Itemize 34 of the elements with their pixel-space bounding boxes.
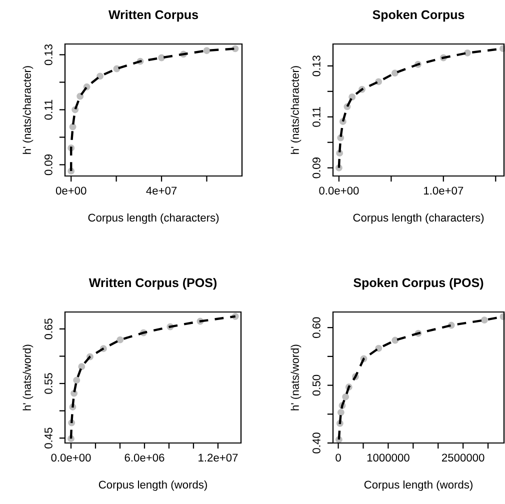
y-axis-title: h' (nats/word) [22,344,34,410]
x-tick-label: 1.0e+07 [424,186,464,195]
chart-title: Spoken Corpus [372,10,464,22]
chart-title: Written Corpus (POS) [88,278,217,290]
y-axis-title: h' (nats/character) [22,66,34,154]
x-axis-title: Corpus length (words) [364,480,472,491]
y-tick-label: 0.09 [312,158,320,178]
y-tick-label: 0.55 [44,373,52,394]
x-tick-label: 1.2e+07 [198,454,238,462]
x-tick-label: 0.0e+00 [319,186,359,195]
x-tick-label: 1000000 [367,454,410,462]
x-axis-title: Corpus length (characters) [88,213,219,224]
y-tick-label: 0.40 [312,432,320,454]
x-axis-title: Corpus length (words) [98,480,207,491]
chart-title: Written Corpus [108,10,198,22]
x-axis-title: Corpus length (characters) [353,213,484,224]
y-axis-title: h' (nats/word) [290,344,302,410]
x-tick-label: 0 [336,454,341,462]
y-tick-label: 0.65 [44,318,52,340]
y-tick-label: 0.50 [312,374,320,396]
x-tick-label: 0.0e+00 [51,454,91,462]
y-tick-label: 0.11 [44,100,52,120]
x-tick-label: 4e+07 [146,186,177,195]
y-axis-title: h' (nats/character) [290,66,302,154]
x-tick-label: 0e+00 [56,186,86,195]
y-tick-label: 0.45 [44,428,52,448]
x-tick-label: 2500000 [442,454,484,462]
y-tick-label: 0.09 [44,154,52,176]
y-tick-label: 0.13 [312,56,320,76]
y-tick-label: 0.11 [312,107,320,127]
y-tick-label: 0.60 [312,317,320,338]
x-tick-label: 6.0e+06 [124,454,164,462]
y-tick-label: 0.13 [44,44,52,66]
chart-title: Spoken Corpus (POS) [354,278,484,290]
